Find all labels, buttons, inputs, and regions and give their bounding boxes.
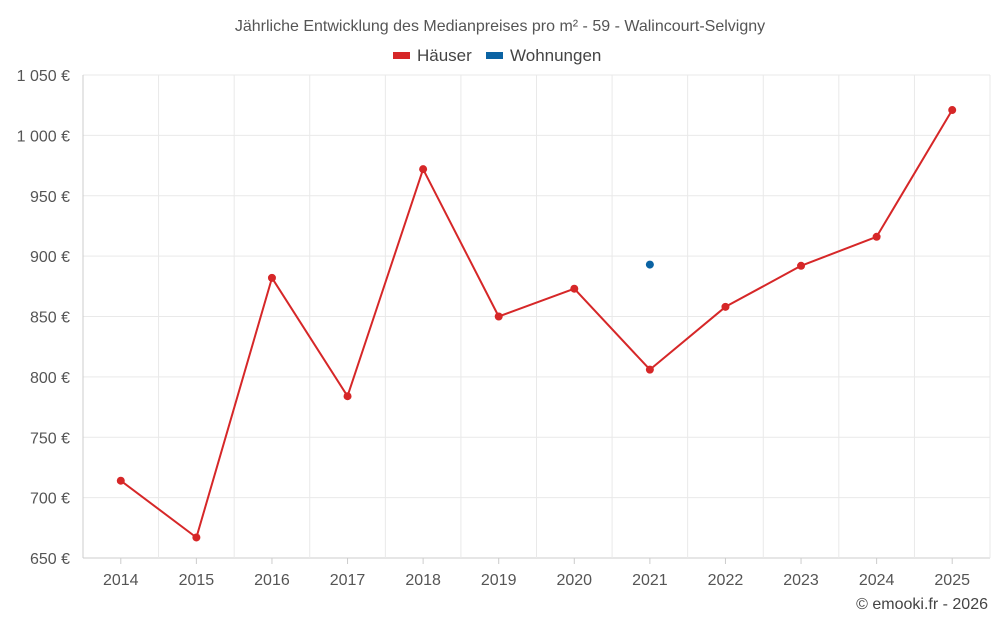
x-tick-label: 2020 [556,572,592,589]
x-tick-label: 2015 [179,572,215,589]
data-point[interactable] [192,533,201,542]
y-tick-label: 700 € [30,491,70,508]
chart-title: Jährliche Entwicklung des Medianpreises … [235,18,765,35]
legend-item-wohnungen[interactable]: Wohnungen [486,46,601,65]
data-point[interactable] [267,273,276,282]
x-tick-label: 2023 [783,572,819,589]
y-axis: 650 € 700 € 750 € 800 € 850 € 900 € 950 € 1 000… [17,68,70,568]
x-tick-label: 2018 [405,572,441,589]
data-point[interactable] [645,365,654,374]
data-point[interactable] [116,476,125,485]
y-tick-label: 950 € [30,189,70,206]
data-point[interactable] [494,312,503,321]
data-point[interactable] [419,165,428,174]
x-tick-label: 2025 [934,572,970,589]
legend-label-haeuser: Häuser [417,46,472,65]
data-point[interactable] [645,260,654,269]
data-point[interactable] [872,232,881,241]
credit-text: © emooki.fr - 2026 [856,596,988,613]
legend: Häuser Wohnungen [393,46,601,65]
x-tick-label: 2021 [632,572,668,589]
data-point[interactable] [721,302,730,311]
legend-swatch-wohnungen [486,52,503,59]
x-tick-label: 2022 [708,572,744,589]
y-tick-label: 800 € [30,370,70,387]
legend-item-haeuser[interactable]: Häuser [393,46,472,65]
y-tick-label: 900 € [30,249,70,266]
x-tick-label: 2017 [330,572,366,589]
y-tick-label: 650 € [30,551,70,568]
x-tick-label: 2014 [103,572,139,589]
x-tick-label: 2016 [254,572,290,589]
legend-swatch-haeuser [393,52,410,59]
x-tick-label: 2024 [859,572,895,589]
data-point[interactable] [570,284,579,293]
y-tick-label: 1 000 € [17,128,70,145]
y-tick-label: 750 € [30,430,70,447]
series-line-0 [120,109,954,539]
data-point[interactable] [343,392,352,401]
grid [82,74,991,559]
x-tick-label: 2019 [481,572,517,589]
x-axis: 2014 2015 2016 2017 2018 2019 2020 2021 2022 2023… [103,558,970,589]
data-point[interactable] [797,261,806,270]
legend-label-wohnungen: Wohnungen [510,46,601,65]
data-point[interactable] [948,106,957,115]
series-layer [116,106,957,542]
y-tick-label: 850 € [30,310,70,327]
y-tick-label: 1 050 € [17,68,70,85]
